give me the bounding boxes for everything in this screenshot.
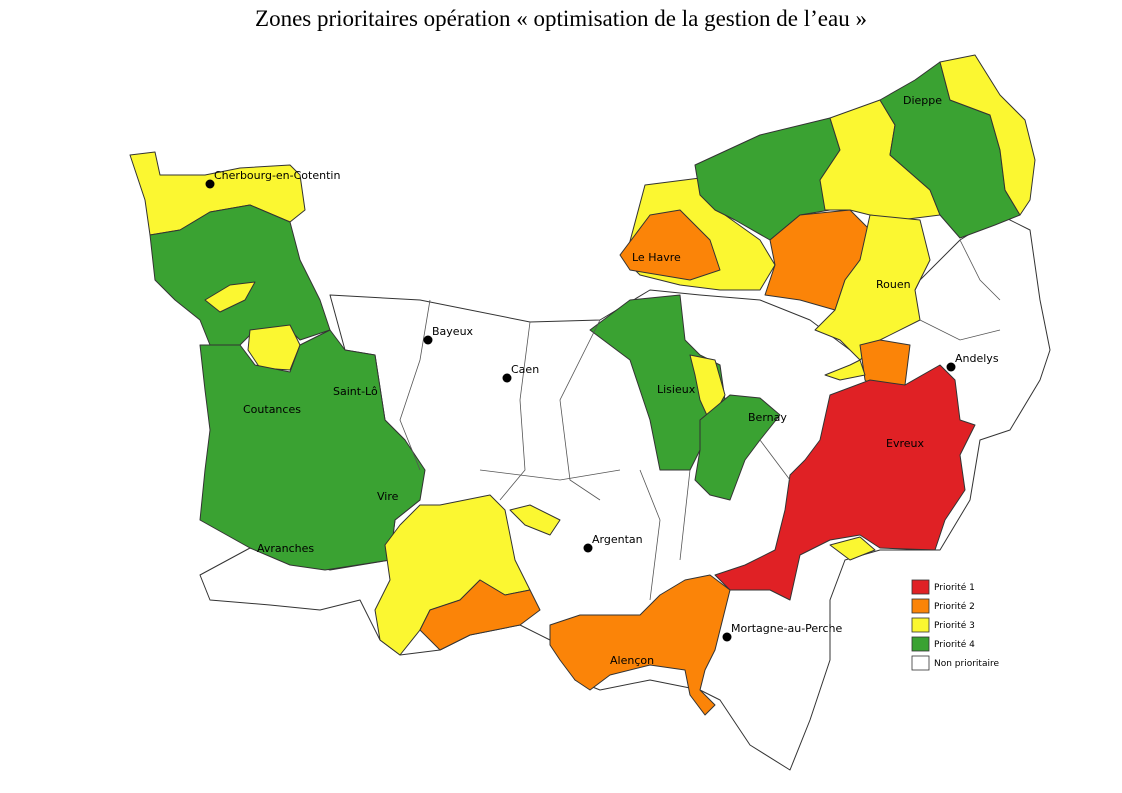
city-label: Alençon <box>610 654 654 667</box>
legend-label: Priorité 2 <box>934 601 975 612</box>
city-label: Argentan <box>592 533 643 546</box>
city-label: Bernay <box>748 411 787 424</box>
zone <box>824 359 866 381</box>
city-label: Cherbourg-en-Cotentin <box>214 169 340 182</box>
zone <box>149 204 331 346</box>
city-label: Dieppe <box>903 94 942 107</box>
city-dot <box>423 335 433 345</box>
city-dot <box>946 362 956 372</box>
city-dot <box>502 373 512 383</box>
city-label: Rouen <box>876 278 911 291</box>
zone <box>247 324 301 371</box>
city-label: Coutances <box>243 403 301 416</box>
city-label: Bayeux <box>432 325 474 338</box>
zone <box>204 281 256 313</box>
legend-label: Priorité 4 <box>934 639 975 650</box>
zone <box>829 536 876 561</box>
city-dot <box>583 543 593 553</box>
zones <box>129 54 1051 771</box>
legend-swatch <box>911 617 930 633</box>
zone <box>939 54 1036 216</box>
border <box>399 239 1001 601</box>
city-label: Mortagne-au-Perche <box>731 622 842 635</box>
city-label: Caen <box>511 363 539 376</box>
city-dot <box>205 179 215 189</box>
legend-label: Priorité 1 <box>934 582 975 593</box>
zone <box>714 364 976 601</box>
legend: Priorité 1 Priorité 2 Priorité 3 Priorité 4… <box>911 579 999 671</box>
city-label: Avranches <box>257 542 314 555</box>
zone <box>199 329 426 571</box>
legend-label: Non prioritaire <box>934 659 999 669</box>
cities: Cherbourg-en-Cotentin Dieppe Le Havre Rouen… <box>205 94 999 667</box>
legend-swatch <box>911 579 930 595</box>
city-label: Saint-Lô <box>333 385 378 398</box>
city-label: Vire <box>377 490 399 503</box>
city-label: Evreux <box>886 437 924 450</box>
zone <box>694 394 781 501</box>
borders <box>399 239 1001 601</box>
legend-swatch <box>911 598 930 614</box>
city-label: Le Havre <box>632 251 681 264</box>
city-dot <box>722 632 732 642</box>
legend-label: Priorité 3 <box>934 620 975 631</box>
zone <box>549 574 731 716</box>
zone <box>419 579 541 651</box>
legend-swatch <box>911 636 930 652</box>
city-label: Lisieux <box>657 383 696 396</box>
map-title: Zones prioritaires opération « optimisat… <box>255 6 867 31</box>
zone <box>509 504 561 536</box>
zone <box>694 117 841 241</box>
zone <box>619 209 721 281</box>
legend-swatch <box>911 655 930 671</box>
city-label: Andelys <box>955 352 999 365</box>
